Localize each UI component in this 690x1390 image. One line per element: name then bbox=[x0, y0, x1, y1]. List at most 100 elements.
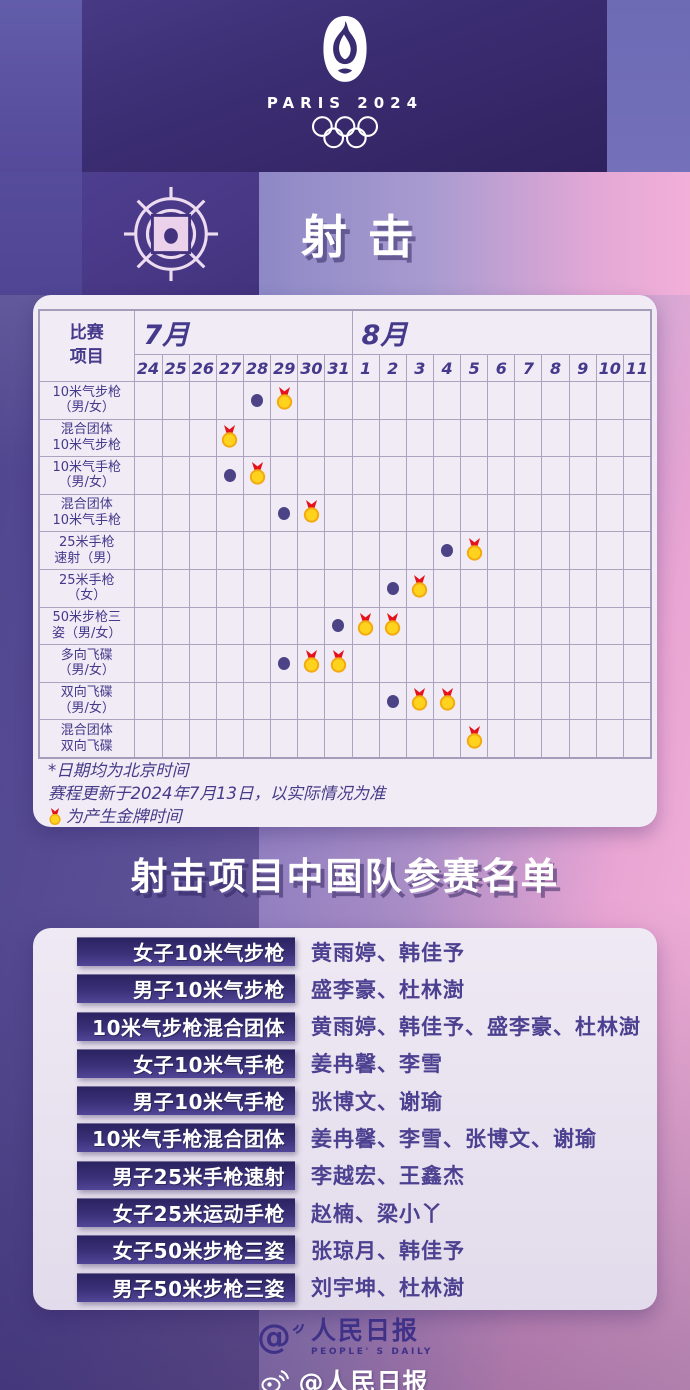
schedule-cell bbox=[595, 531, 623, 569]
event-label: 10米气步枪 （男/女） bbox=[40, 381, 135, 419]
roster-event-box: 女子10米气步枪 bbox=[77, 937, 295, 966]
schedule-cell bbox=[514, 531, 542, 569]
schedule-cell bbox=[460, 456, 488, 494]
roster-athletes: 姜冉馨、李雪 bbox=[311, 1052, 443, 1077]
schedule-cell bbox=[351, 681, 379, 720]
schedule-cell bbox=[188, 568, 216, 607]
roster-event-box: 男子10米气手枪 bbox=[77, 1086, 295, 1116]
schedule-cell bbox=[622, 418, 650, 457]
gold-medal-marker bbox=[438, 688, 457, 712]
schedule-cell bbox=[460, 381, 488, 419]
schedule-cell bbox=[432, 531, 461, 569]
roster-row: 女子50米步枪三姿 张琼月、韩佳予 bbox=[33, 1235, 657, 1265]
schedule-corner-label: 比赛 项目 bbox=[40, 311, 135, 381]
peoples-daily-logo: @ 人民日报 PEOPLE' S DAILY bbox=[257, 1317, 433, 1357]
schedule-cell bbox=[161, 418, 189, 457]
gold-medal-icon bbox=[48, 807, 62, 826]
schedule-cell bbox=[568, 381, 596, 419]
roster-athletes: 张博文、谢瑜 bbox=[311, 1089, 443, 1114]
schedule-cell bbox=[568, 568, 596, 607]
schedule-cell bbox=[134, 568, 162, 607]
gold-medal-marker bbox=[248, 462, 267, 486]
schedule-cell bbox=[514, 719, 542, 757]
schedule-cell bbox=[243, 644, 271, 682]
day-header: 30 bbox=[297, 355, 324, 381]
day-header: 6 bbox=[487, 355, 514, 381]
schedule-cell bbox=[595, 719, 623, 757]
roster-athletes: 黄雨婷、韩佳予 bbox=[311, 940, 465, 965]
schedule-cell bbox=[134, 681, 162, 720]
event-label: 25米手枪 速射（男） bbox=[40, 531, 135, 569]
schedule-cell bbox=[378, 418, 406, 457]
schedule-cell bbox=[541, 418, 569, 457]
qualification-dot-marker bbox=[251, 393, 264, 407]
schedule-cell bbox=[487, 418, 515, 457]
schedule-cell bbox=[514, 681, 542, 720]
roster-event-box: 10米气步枪混合团体 bbox=[77, 1011, 295, 1041]
peoples-daily-en: PEOPLE' S DAILY bbox=[310, 1346, 433, 1357]
schedule-cell bbox=[324, 568, 352, 607]
schedule-cell bbox=[595, 681, 623, 720]
gold-medal-marker bbox=[329, 650, 348, 674]
schedule-cell bbox=[351, 456, 379, 494]
schedule-cell bbox=[378, 493, 406, 532]
schedule-cell bbox=[161, 493, 189, 532]
schedule-cell bbox=[460, 493, 488, 532]
note-beijing-time: *日期均为北京时间 bbox=[48, 761, 189, 780]
schedule-cell bbox=[161, 531, 189, 569]
schedule-cell bbox=[595, 606, 623, 645]
schedule-cell bbox=[243, 531, 271, 569]
schedule-cell bbox=[378, 606, 406, 645]
gold-medal-marker bbox=[220, 424, 239, 449]
schedule-cell bbox=[487, 456, 515, 494]
note-update-date: 赛程更新于2024年7月13日，以实际情况为准 bbox=[48, 784, 386, 803]
schedule-cell bbox=[514, 644, 542, 682]
schedule-cell bbox=[134, 456, 162, 494]
left-accent-strip bbox=[0, 172, 82, 295]
schedule-cell bbox=[134, 719, 162, 757]
schedule-cell bbox=[487, 719, 515, 757]
schedule-cell bbox=[541, 381, 569, 419]
qualification-dot-marker bbox=[386, 694, 399, 708]
qualification-dot-marker bbox=[441, 544, 453, 558]
schedule-cell bbox=[324, 531, 352, 569]
roster-row: 10米气步枪混合团体 黄雨婷、韩佳予、盛李豪、杜林澍 bbox=[33, 1011, 657, 1041]
roster-list: 女子10米气步枪 黄雨婷、韩佳予 男子10米气步枪 盛李豪、杜林澍 10米气步枪混合团体… bbox=[33, 937, 657, 1302]
schedule-cell bbox=[243, 493, 271, 532]
schedule-cell bbox=[432, 644, 461, 682]
schedule-cell bbox=[270, 568, 298, 607]
schedule-cell bbox=[405, 456, 433, 494]
schedule-cell bbox=[297, 644, 325, 682]
schedule-cell bbox=[270, 681, 298, 720]
schedule-cell bbox=[487, 606, 515, 645]
roster-athletes: 盛李豪、杜林澍 bbox=[311, 977, 465, 1002]
schedule-cell bbox=[215, 606, 244, 645]
schedule-cell bbox=[460, 719, 488, 757]
schedule-cell bbox=[297, 606, 325, 645]
schedule-cell bbox=[215, 568, 244, 607]
schedule-cell bbox=[297, 531, 325, 569]
month-header: 8月 bbox=[351, 311, 650, 355]
schedule-cell bbox=[541, 719, 569, 757]
schedule-cell bbox=[487, 493, 515, 532]
schedule-cell bbox=[405, 606, 433, 645]
weibo-icon bbox=[261, 1369, 290, 1390]
schedule-cell bbox=[622, 606, 650, 645]
day-header: 1 bbox=[351, 355, 379, 381]
schedule-cell bbox=[487, 681, 515, 720]
schedule-cell bbox=[595, 644, 623, 682]
schedule-cell bbox=[487, 568, 515, 607]
schedule-cell bbox=[215, 681, 244, 720]
schedule-cell bbox=[324, 644, 352, 682]
schedule-cell bbox=[351, 644, 379, 682]
schedule-cell bbox=[432, 719, 461, 757]
schedule-cell bbox=[622, 719, 650, 757]
schedule-cell bbox=[270, 493, 298, 532]
weibo-handle-line: @人民日报 bbox=[261, 1363, 428, 1390]
schedule-cell bbox=[405, 381, 433, 419]
schedule-cell bbox=[188, 719, 216, 757]
schedule-cell bbox=[134, 381, 162, 419]
schedule-cell bbox=[622, 381, 650, 419]
schedule-notes: *日期均为北京时间 赛程更新于2024年7月13日，以实际情况为准 为产生金牌时… bbox=[48, 759, 386, 828]
schedule-cell bbox=[568, 606, 596, 645]
